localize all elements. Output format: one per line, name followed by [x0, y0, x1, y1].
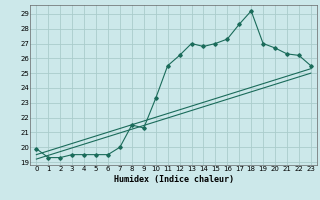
- X-axis label: Humidex (Indice chaleur): Humidex (Indice chaleur): [114, 175, 234, 184]
